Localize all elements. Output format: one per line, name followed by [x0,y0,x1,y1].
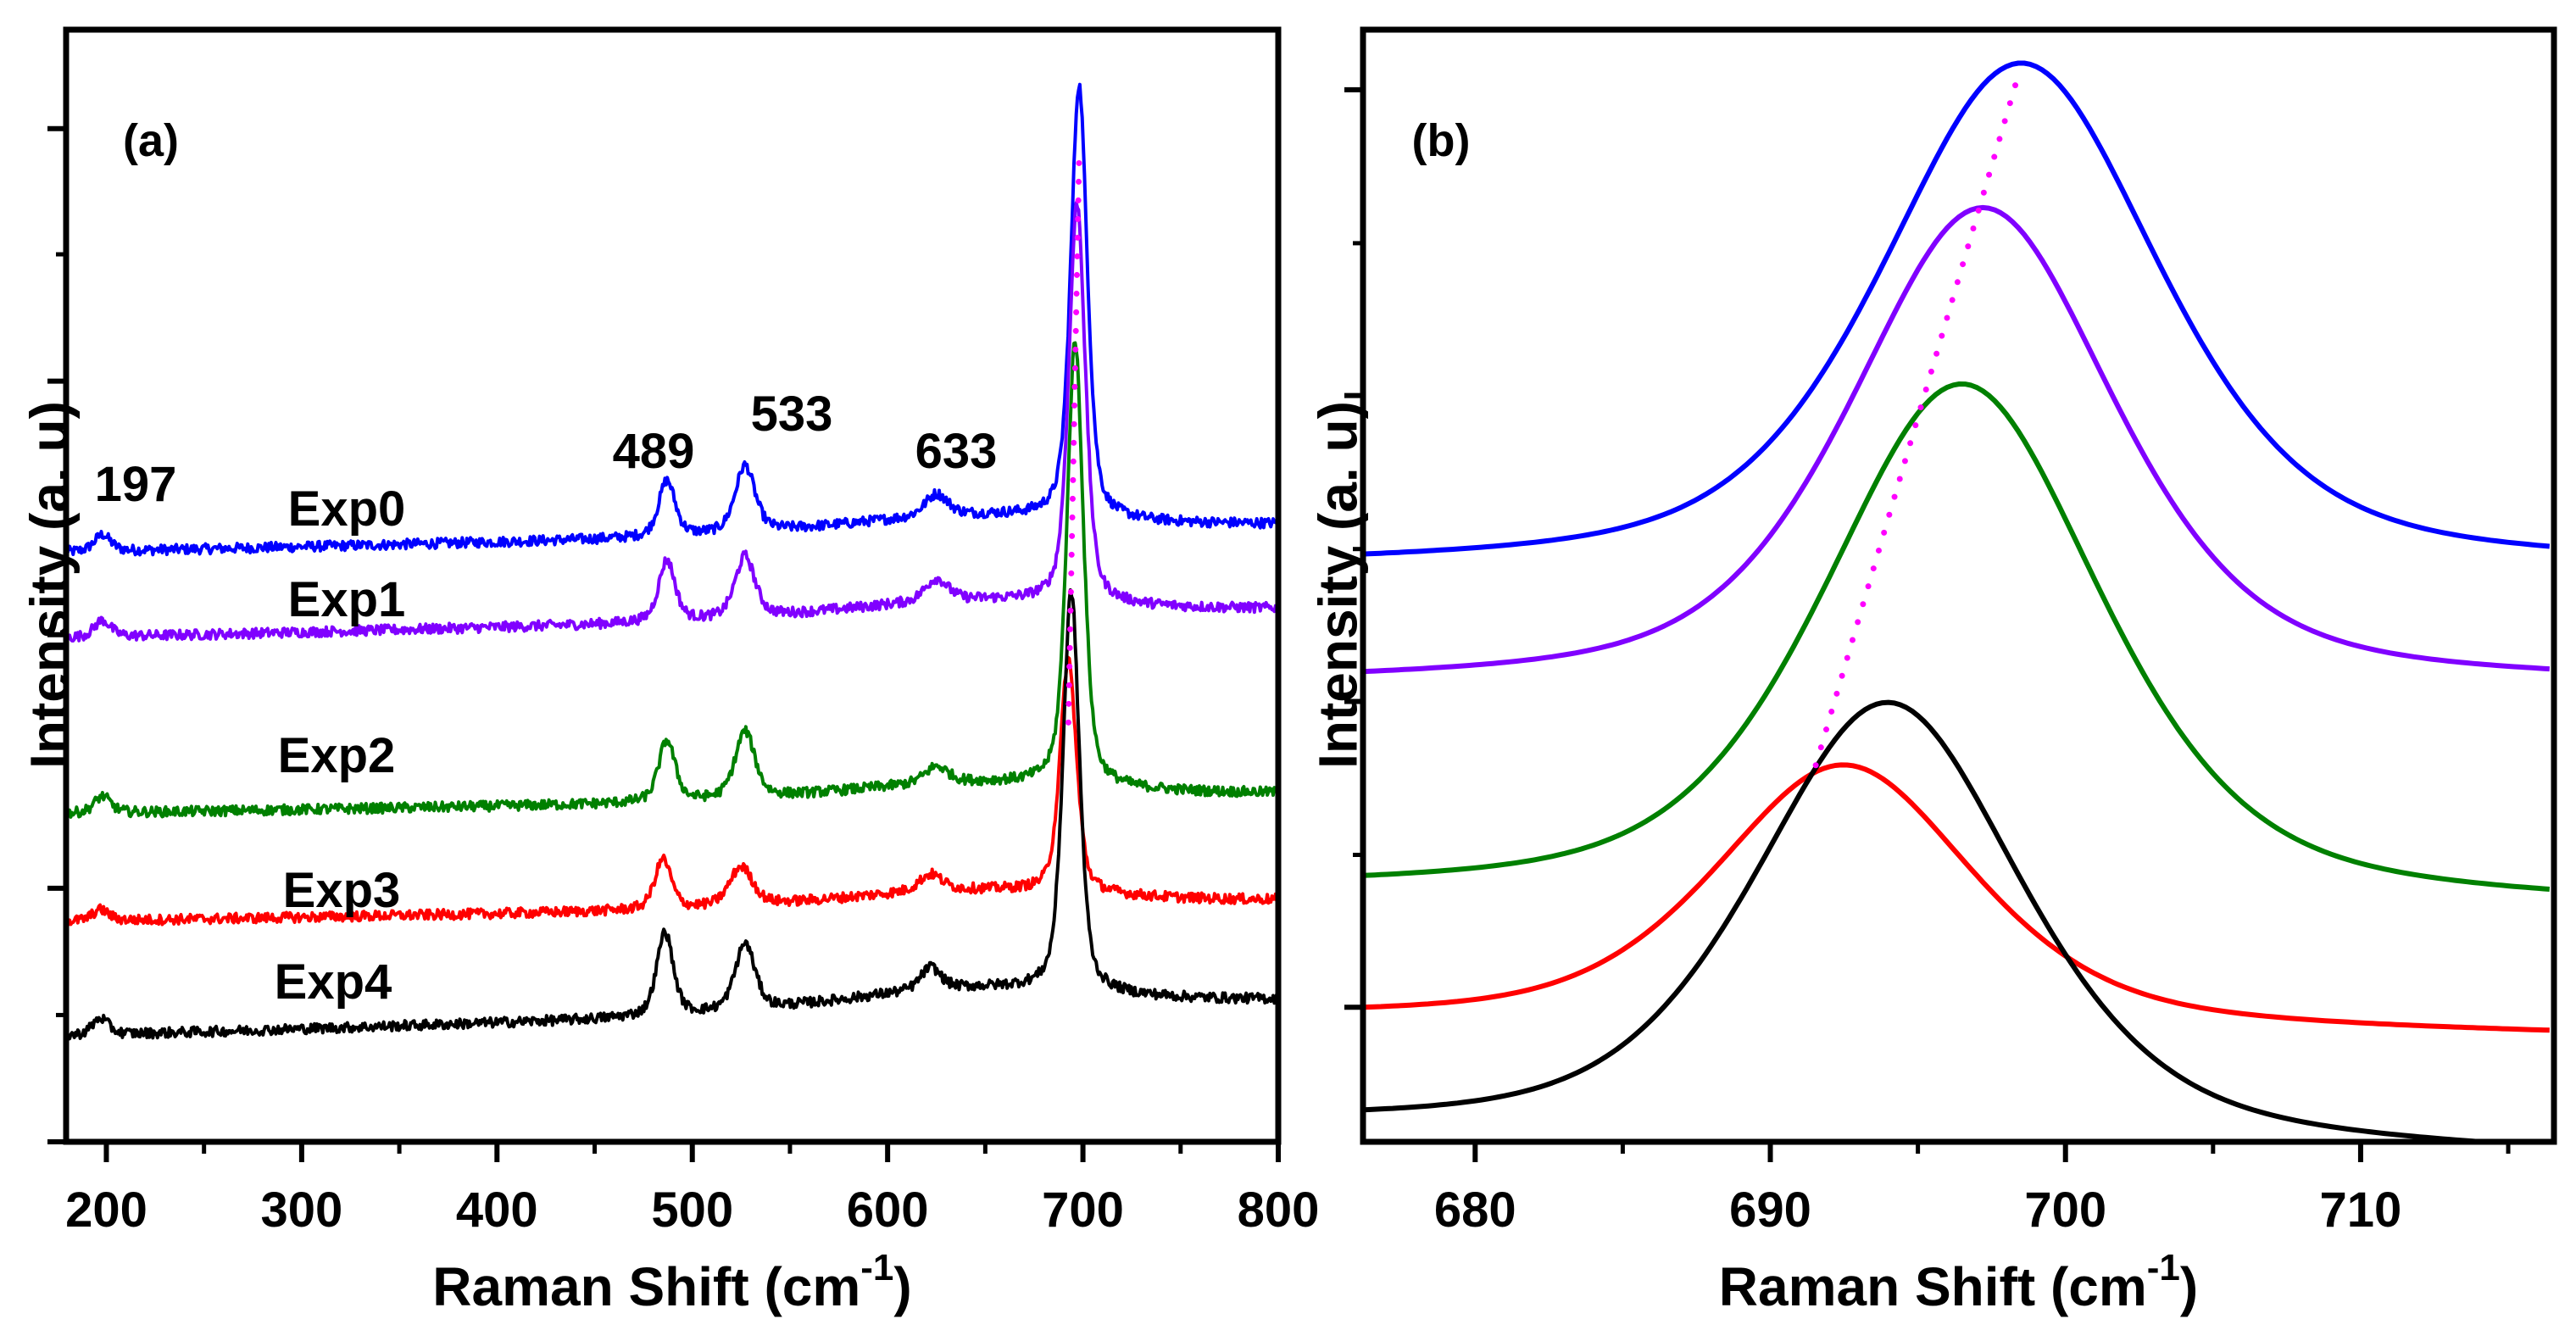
x-axis-title: Raman Shift (cm-1) [1719,1247,2198,1317]
panel-a: 200 300 400 500 600 700 800 Raman Shift (cm-1) I… [19,26,1320,1317]
x-tick-label: 500 [651,1183,733,1238]
series-line-exp4 [1363,699,2518,1142]
series-line-exp3 [66,655,1278,927]
peak-shift-guide [1811,82,2019,772]
series-label-exp1: Exp1 [288,572,406,627]
series-line-exp2 [1363,381,2551,892]
x-tick-label: 690 [1729,1183,1811,1238]
x-axis-title-text: Raman Shift (cm [432,1256,860,1317]
x-tick-label: 700 [1042,1183,1124,1238]
y-axis-title: Intensity (a. u) [1307,401,1368,769]
x-axis-title-text: Raman Shift (cm [1719,1256,2147,1317]
peak-annotation-197: 197 [95,457,177,512]
series-label-exp3: Exp3 [283,863,401,918]
x-tick-label: 700 [2024,1183,2106,1238]
x-tick-label: 710 [2320,1183,2402,1238]
x-tick-label: 680 [1434,1183,1516,1238]
series-group [66,82,1278,1041]
peak-shift-guide [1065,159,1082,734]
x-tick-label: 800 [1238,1183,1320,1238]
plot-frame [1360,26,2557,1145]
series-line-exp0 [66,82,1278,557]
x-axis-title-superscript: -1 [860,1247,893,1288]
panel-label: (b) [1412,115,1471,166]
series-line-exp1 [66,201,1278,643]
peak-annotation-533: 533 [751,387,833,442]
series-line-exp1 [1363,204,2550,675]
series-group [1363,60,2551,1142]
plot-frame [63,26,1282,1145]
series-label-exp4: Exp4 [275,954,392,1010]
y-axis-title: Intensity (a. u) [19,401,80,769]
peak-annotation-489: 489 [613,424,695,479]
panel-b: 680 690 700 710 Raman Shift (cm-1) Intensity … [1307,26,2557,1317]
x-tick-label: 400 [456,1183,538,1238]
series-line-exp2 [66,341,1278,819]
x-axis-title: Raman Shift (cm-1) [432,1247,911,1317]
series-line-exp3 [1363,762,2550,1033]
x-axis-title-end: ) [893,1256,911,1317]
x-tick-label: 300 [260,1183,342,1238]
series-label-exp2: Exp2 [278,728,396,783]
x-tick-label: 600 [847,1183,929,1238]
series-line-exp0 [1363,60,2551,557]
series-label-exp0: Exp0 [288,481,406,537]
x-tick-label: 200 [65,1183,147,1238]
x-axis-title-superscript: -1 [2147,1247,2180,1288]
x-axis-title-end: ) [2180,1256,2198,1317]
peak-annotation-633: 633 [915,424,998,479]
series-line-exp4 [66,588,1278,1041]
panel-label: (a) [123,115,179,166]
